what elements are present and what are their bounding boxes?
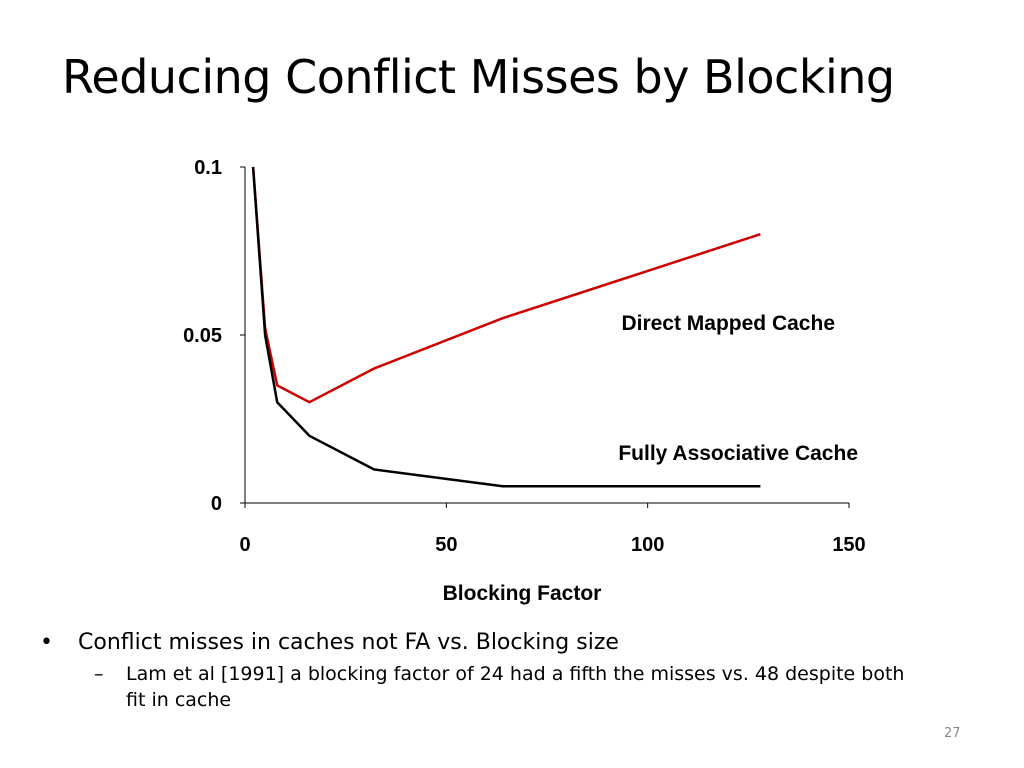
chart-series	[251, 166, 761, 488]
x-tick-label: 100	[631, 534, 664, 556]
x-tick-label: 50	[435, 534, 457, 556]
y-tick-label: 0.1	[194, 157, 222, 179]
page-number: 27	[944, 726, 961, 741]
series-label: Fully Associative Cache	[618, 442, 858, 465]
bullet-list: • Conflict misses in caches not FA vs. B…	[40, 630, 980, 713]
series-label: Direct Mapped Cache	[621, 312, 835, 335]
y-tick-label: 0	[211, 493, 222, 515]
series-line-0	[251, 166, 761, 404]
line-chart: 0 50 100 150 0 0.05 0.1 Blocking Factor Direct …	[183, 157, 866, 605]
chart-ticks: 0 50 100 150 0 0.05 0.1	[183, 157, 866, 556]
chart-labels: Blocking Factor Direct Mapped Cache Fully …	[443, 312, 858, 605]
bullet-dot: •	[40, 630, 53, 655]
bullet-item: • Conflict misses in caches not FA vs. B…	[40, 630, 980, 655]
sub-bullet-dash: –	[94, 663, 104, 685]
sub-bullet-text: Lam et al [1991] a blocking factor of 24…	[126, 663, 905, 711]
bullet-text: Conflict misses in caches not FA vs. Blo…	[78, 630, 619, 655]
sub-bullet-item: – Lam et al [1991] a blocking factor of …	[94, 661, 980, 713]
x-tick-label: 150	[832, 534, 865, 556]
x-axis-label: Blocking Factor	[443, 582, 602, 605]
slide-title: Reducing Conflict Misses by Blocking	[62, 50, 895, 104]
x-tick-label: 0	[239, 534, 250, 556]
y-tick-label: 0.05	[183, 325, 222, 347]
